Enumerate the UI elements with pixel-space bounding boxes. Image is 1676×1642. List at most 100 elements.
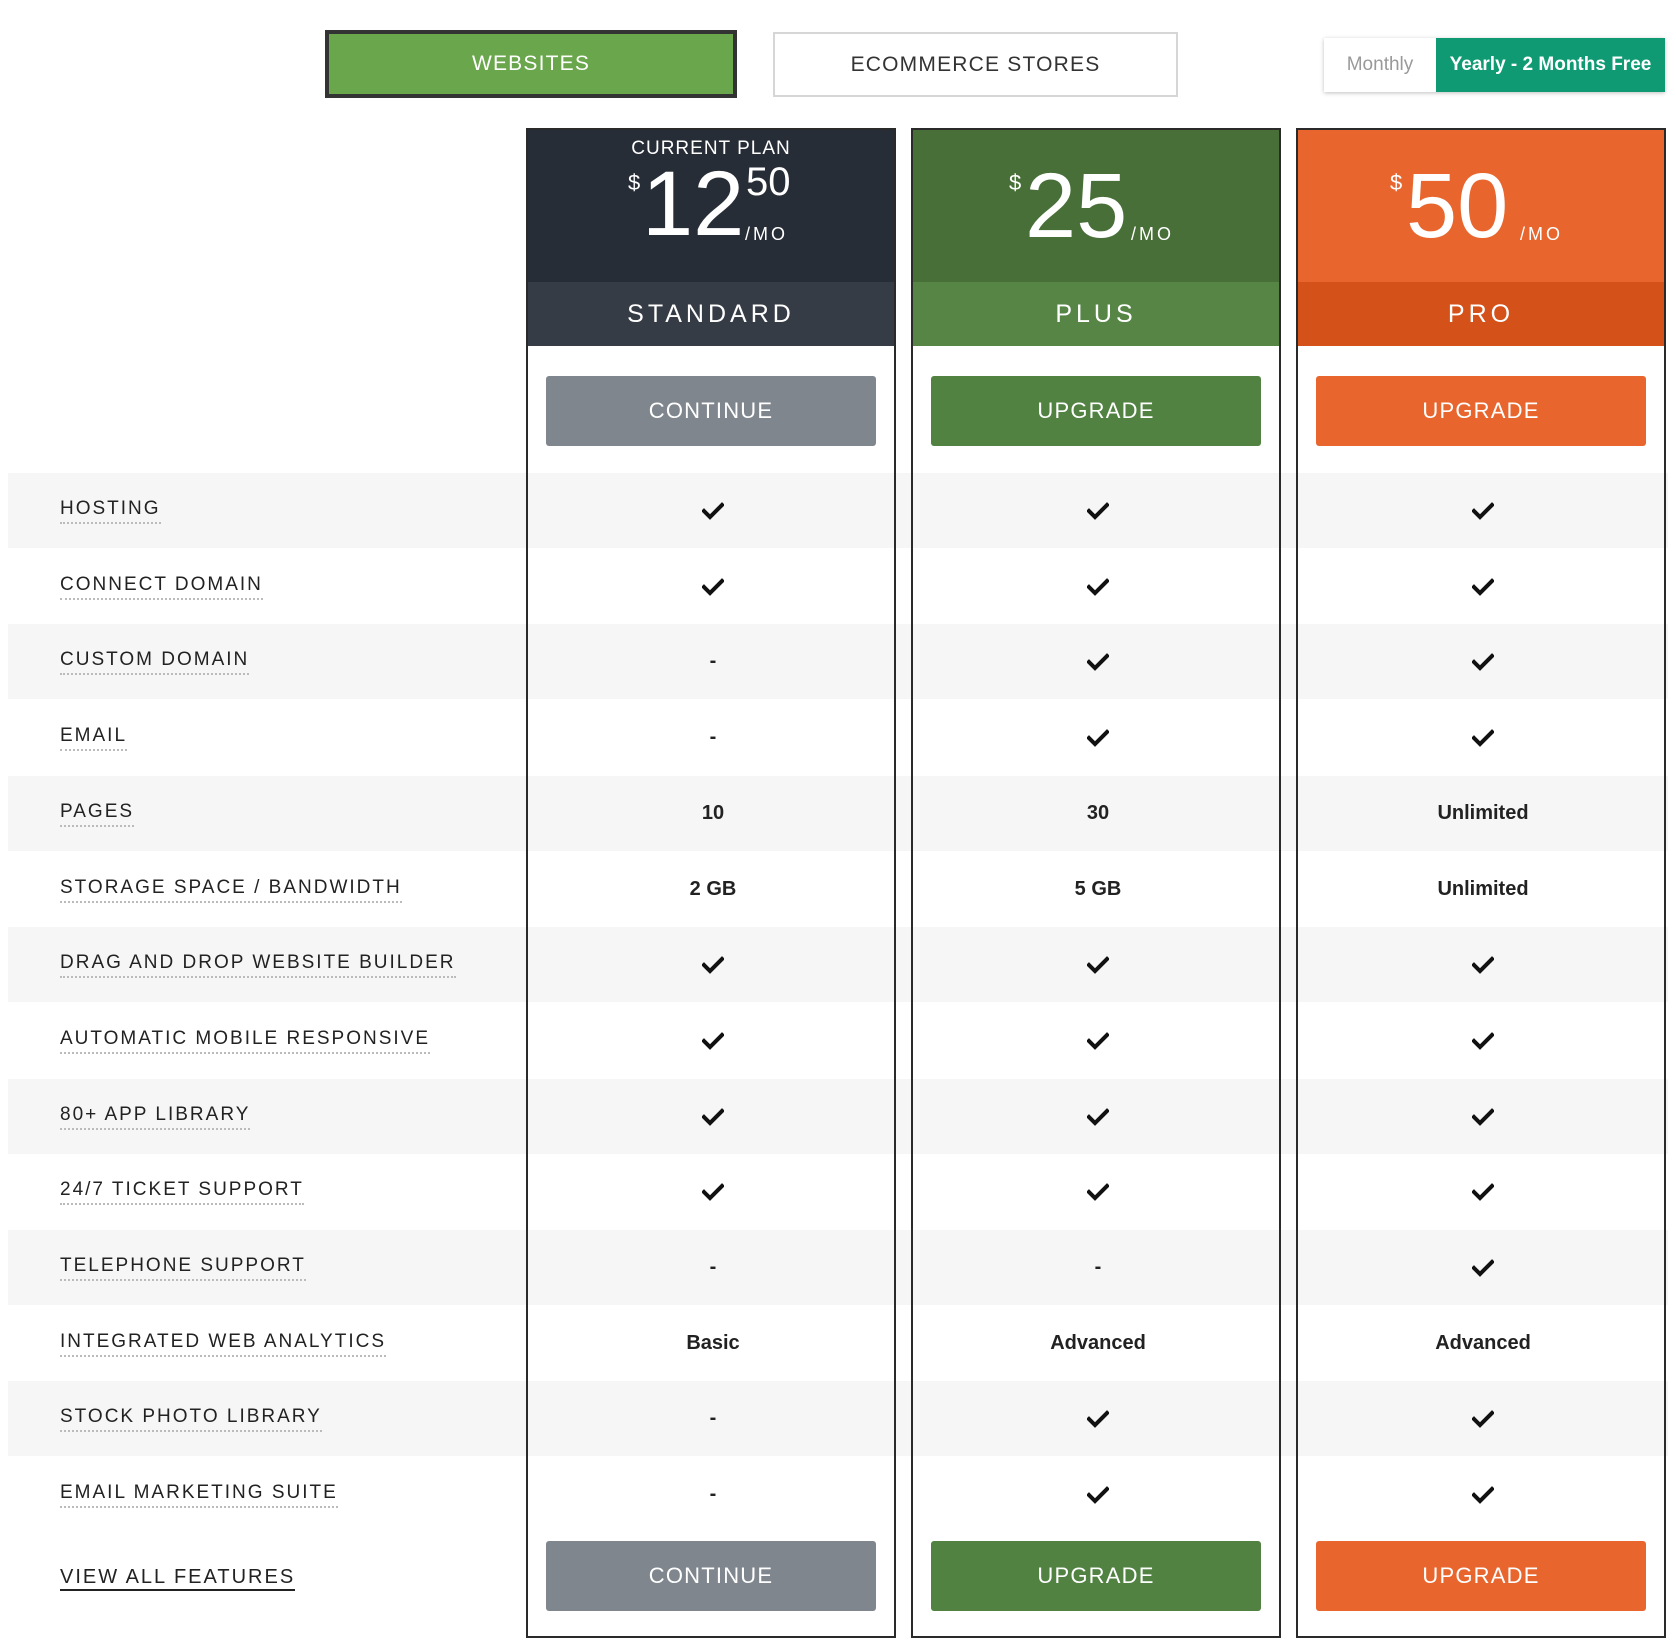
price-amount: 50 xyxy=(1406,155,1509,257)
currency-symbol: $ xyxy=(628,170,641,195)
dash-value: - xyxy=(709,1483,717,1505)
feature-cell: Advanced xyxy=(1298,1306,1668,1381)
feature-label[interactable]: EMAIL xyxy=(60,726,128,751)
feature-cell xyxy=(1298,624,1668,699)
feature-cell xyxy=(528,1003,898,1078)
feature-cell xyxy=(913,700,1283,775)
table-row xyxy=(8,473,1668,548)
dash-value: - xyxy=(709,726,717,748)
upgrade-plus-button-bottom[interactable]: UPGRADE xyxy=(931,1541,1261,1611)
table-row xyxy=(8,927,1668,1002)
check-icon xyxy=(1087,1409,1109,1428)
check-icon xyxy=(1472,501,1494,520)
feature-cell xyxy=(528,549,898,624)
plan-name-plus: PLUS xyxy=(913,282,1279,346)
feature-label[interactable]: PAGES xyxy=(60,802,135,827)
feature-cell xyxy=(913,473,1283,548)
upgrade-pro-button-top[interactable]: UPGRADE xyxy=(1316,376,1646,446)
feature-label[interactable]: INTEGRATED WEB ANALYTICS xyxy=(60,1332,387,1357)
feature-cell: Unlimited xyxy=(1298,776,1668,851)
check-icon xyxy=(1087,1107,1109,1126)
dash-value: - xyxy=(709,650,717,672)
feature-label[interactable]: AUTOMATIC MOBILE RESPONSIVE xyxy=(60,1029,431,1054)
price-amount: 12 xyxy=(642,153,745,255)
check-icon xyxy=(1472,728,1494,747)
price-amount: 25 xyxy=(1025,155,1128,257)
feature-label[interactable]: CONNECT DOMAIN xyxy=(60,575,263,600)
feature-value: Unlimited xyxy=(1437,802,1529,824)
check-icon xyxy=(1472,1485,1494,1504)
feature-cell: - xyxy=(528,1230,898,1305)
check-icon xyxy=(1087,728,1109,747)
feature-label[interactable]: 80+ APP LIBRARY xyxy=(60,1105,251,1130)
feature-cell xyxy=(913,927,1283,1002)
feature-cell: 30 xyxy=(913,776,1283,851)
upgrade-pro-button-bottom[interactable]: UPGRADE xyxy=(1316,1541,1646,1611)
feature-cell xyxy=(1298,1457,1668,1532)
feature-cell xyxy=(913,624,1283,699)
dash-value: - xyxy=(709,1407,717,1429)
continue-button-top[interactable]: CONTINUE xyxy=(546,376,876,446)
feature-label[interactable]: DRAG AND DROP WEBSITE BUILDER xyxy=(60,953,456,978)
feature-label[interactable]: 24/7 TICKET SUPPORT xyxy=(60,1180,304,1205)
tab-websites[interactable]: WEBSITES xyxy=(325,30,737,98)
feature-label[interactable]: CUSTOM DOMAIN xyxy=(60,650,250,675)
tab-ecommerce-stores[interactable]: ECOMMERCE STORES xyxy=(773,32,1178,97)
feature-cell xyxy=(913,1381,1283,1456)
feature-value: Advanced xyxy=(1050,1332,1146,1354)
check-icon xyxy=(702,577,724,596)
feature-cell xyxy=(1298,549,1668,624)
check-icon xyxy=(1472,1409,1494,1428)
price-period: /MO xyxy=(745,224,788,244)
feature-value: Unlimited xyxy=(1437,878,1529,900)
feature-cell: 10 xyxy=(528,776,898,851)
check-icon xyxy=(1087,577,1109,596)
plan-name-pro: PRO xyxy=(1298,282,1664,346)
dash-value: - xyxy=(709,1256,717,1278)
plan-header-standard: CURRENT PLAN $ 12 50 /MO xyxy=(528,130,894,282)
continue-button-bottom[interactable]: CONTINUE xyxy=(546,1541,876,1611)
feature-value: 2 GB xyxy=(689,878,737,900)
feature-cell xyxy=(528,927,898,1002)
feature-label[interactable]: EMAIL MARKETING SUITE xyxy=(60,1483,338,1508)
price-period: /MO xyxy=(1520,224,1563,244)
feature-cell xyxy=(528,1079,898,1154)
feature-cell: - xyxy=(528,700,898,775)
plan-name-standard: STANDARD xyxy=(528,282,894,346)
feature-value: 30 xyxy=(1086,802,1110,824)
table-row xyxy=(8,1381,1668,1456)
billing-monthly-option[interactable]: Monthly xyxy=(1324,38,1436,92)
feature-cell xyxy=(913,1457,1283,1532)
billing-yearly-option[interactable]: Yearly - 2 Months Free xyxy=(1436,38,1665,92)
feature-cell: Basic xyxy=(528,1306,898,1381)
feature-cell xyxy=(528,1154,898,1229)
feature-value: 10 xyxy=(701,802,725,824)
table-row xyxy=(8,624,1668,699)
currency-symbol: $ xyxy=(1390,170,1403,195)
dash-value: - xyxy=(1094,1256,1102,1278)
feature-cell xyxy=(1298,1003,1668,1078)
feature-cell xyxy=(913,1003,1283,1078)
feature-cell: - xyxy=(528,1457,898,1532)
feature-cell: 5 GB xyxy=(913,852,1283,927)
feature-cell xyxy=(1298,927,1668,1002)
plan-column-pro: $ 50 /MO PRO UPGRADE UPGRADE xyxy=(1296,128,1666,1638)
feature-cell xyxy=(528,473,898,548)
table-row xyxy=(8,776,1668,851)
view-all-features-link[interactable]: VIEW ALL FEATURES xyxy=(60,1567,296,1591)
check-icon xyxy=(1472,1107,1494,1126)
feature-label[interactable]: TELEPHONE SUPPORT xyxy=(60,1256,306,1281)
check-icon xyxy=(1472,1031,1494,1050)
upgrade-plus-button-top[interactable]: UPGRADE xyxy=(931,376,1261,446)
price-cents: 50 xyxy=(746,160,791,204)
plan-header-pro: $ 50 /MO xyxy=(1298,130,1664,282)
feature-cell xyxy=(913,549,1283,624)
check-icon xyxy=(1087,1031,1109,1050)
feature-label[interactable]: HOSTING xyxy=(60,499,161,524)
check-icon xyxy=(1087,1485,1109,1504)
feature-value: Basic xyxy=(686,1332,740,1354)
feature-label[interactable]: STOCK PHOTO LIBRARY xyxy=(60,1407,322,1432)
plan-column-standard: CURRENT PLAN $ 12 50 /MO STANDARD CONTIN… xyxy=(526,128,896,1638)
feature-value: Advanced xyxy=(1435,1332,1531,1354)
feature-label[interactable]: STORAGE SPACE / BANDWIDTH xyxy=(60,878,402,903)
